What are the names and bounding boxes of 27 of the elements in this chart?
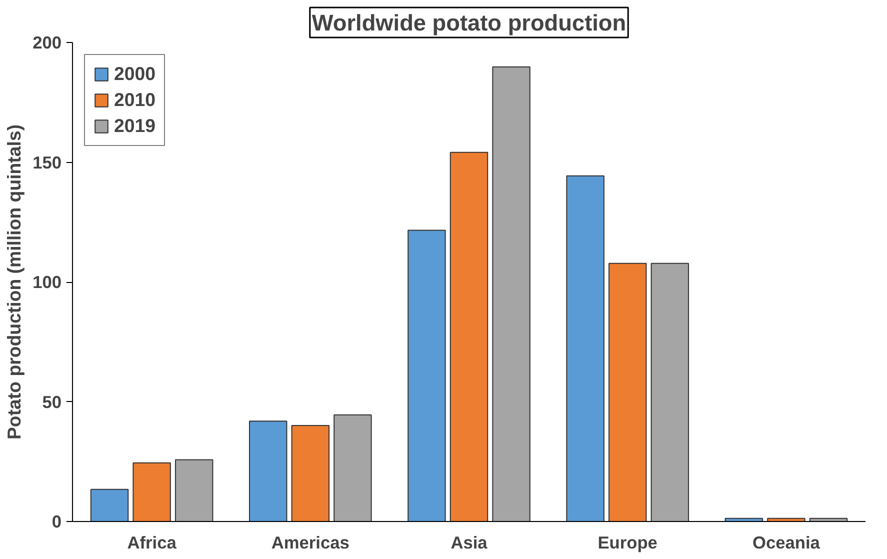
legend-label: 2019 [114,115,156,137]
bar [408,230,446,522]
y-tick-label: 100 [32,272,62,292]
chart-title: Worldwide potato production [312,10,626,36]
y-tick-label: 200 [32,32,62,52]
x-tick-label: Americas [271,532,350,552]
legend-label: 2000 [114,63,156,85]
bar [608,262,647,522]
y-tick-label: 50 [42,392,62,412]
legend-label: 2010 [114,89,156,111]
bar [650,262,689,522]
x-tick-label: Asia [450,532,488,552]
x-tick-label: Africa [127,532,177,552]
bar [566,175,604,522]
x-tick-label: Oceania [752,532,820,552]
bar [334,414,372,522]
y-tick-label: 150 [32,152,62,172]
bar [132,462,171,522]
y-tick-label: 0 [52,512,62,532]
bar [450,152,488,522]
bar [291,424,330,522]
bar [174,459,214,522]
x-tick-label: Europe [598,532,658,552]
bar [249,420,288,522]
bar [90,488,129,522]
bar [492,66,530,522]
y-axis-title: Potato production (million quintals) [4,124,25,440]
